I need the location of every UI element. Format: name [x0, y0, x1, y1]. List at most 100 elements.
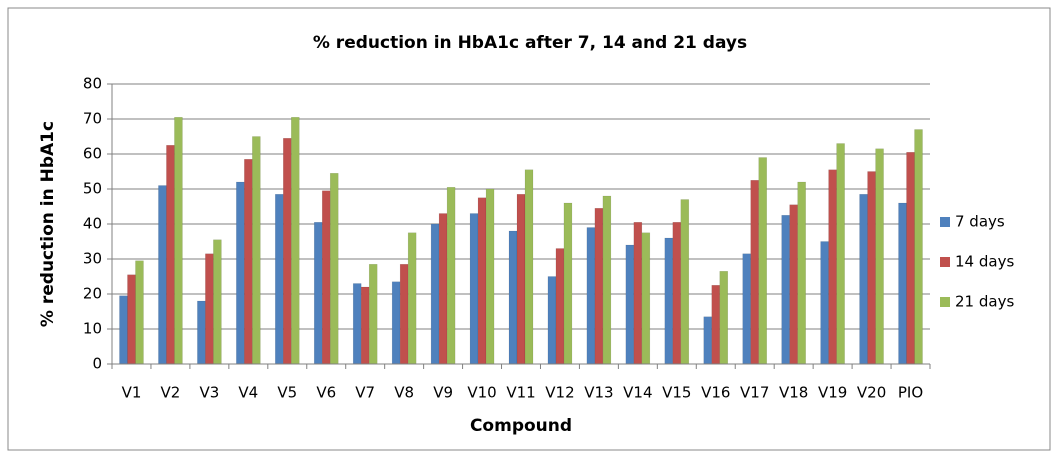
x-tick-label: V6	[316, 384, 336, 402]
x-tick-label: V11	[506, 384, 535, 402]
bar	[244, 159, 253, 365]
bar	[399, 264, 409, 365]
bar	[516, 194, 526, 365]
bar	[119, 295, 128, 365]
bar	[625, 244, 635, 365]
y-axis-title: % reduction in HbA1c	[38, 121, 58, 327]
bar	[352, 283, 362, 365]
bar	[750, 180, 759, 365]
x-tick-label: V5	[277, 384, 297, 402]
legend-swatch	[940, 297, 950, 307]
bar	[174, 117, 183, 365]
bar	[602, 195, 612, 365]
bar	[672, 222, 682, 365]
y-tick-label: 10	[83, 320, 102, 338]
bar	[875, 148, 884, 365]
bar	[446, 187, 456, 365]
bar	[906, 152, 915, 365]
bar	[711, 285, 721, 365]
bar	[236, 181, 245, 365]
bar	[127, 274, 136, 365]
bar	[313, 222, 323, 365]
bar	[524, 169, 534, 365]
bar	[291, 117, 300, 365]
bar	[633, 222, 643, 365]
bar	[166, 145, 175, 365]
y-tick-label: 70	[83, 110, 102, 128]
x-tick-label: V7	[355, 384, 375, 402]
x-tick-label: V9	[433, 384, 453, 402]
bar	[252, 136, 261, 365]
x-tick-label: V8	[394, 384, 414, 402]
bar	[859, 194, 868, 365]
x-tick-label: V10	[467, 384, 496, 402]
x-axis-title: Compound	[470, 416, 572, 436]
x-tick-label: V17	[740, 384, 769, 402]
x-tick-label: V2	[161, 384, 181, 402]
x-tick-label: V16	[701, 384, 730, 402]
bar	[205, 253, 214, 365]
bar	[789, 204, 798, 365]
bar	[898, 202, 907, 365]
bar	[836, 143, 845, 365]
bar	[703, 316, 713, 365]
bar	[430, 223, 440, 365]
y-tick-label: 30	[83, 250, 102, 268]
bar	[555, 248, 565, 365]
x-tick-label: V19	[818, 384, 847, 402]
y-tick-label: 20	[83, 285, 102, 303]
bar	[742, 253, 751, 365]
bar	[641, 232, 651, 365]
bar	[477, 197, 487, 365]
bar	[758, 157, 767, 365]
bar	[391, 281, 401, 365]
y-tick-label: 60	[83, 145, 102, 163]
bar	[563, 202, 573, 365]
bar	[867, 171, 876, 365]
bar	[828, 169, 837, 365]
legend-swatch	[940, 257, 950, 267]
bar	[914, 129, 923, 365]
bar	[664, 237, 674, 365]
bar	[197, 300, 206, 365]
legend-swatch	[940, 217, 950, 227]
legend-label: 14 days	[955, 253, 1014, 271]
bar	[158, 185, 167, 365]
chart-title: % reduction in HbA1c after 7, 14 and 21 …	[313, 33, 747, 53]
x-tick-label: V1	[122, 384, 142, 402]
bar	[283, 138, 292, 365]
bar	[820, 241, 829, 365]
bar	[586, 227, 596, 365]
x-tick-label: V12	[545, 384, 574, 402]
bar	[329, 173, 339, 365]
x-tick-label: V14	[623, 384, 652, 402]
bar	[360, 286, 370, 365]
x-tick-label: PIO	[898, 384, 923, 402]
bar	[135, 260, 144, 365]
x-tick-label: V13	[584, 384, 613, 402]
bar	[469, 213, 479, 365]
x-tick-label: V3	[199, 384, 219, 402]
bar	[485, 188, 495, 365]
bar	[438, 213, 448, 365]
bar	[547, 276, 557, 365]
legend-label: 21 days	[955, 293, 1014, 311]
x-tick-label: V15	[662, 384, 691, 402]
bar	[368, 264, 378, 365]
bar	[321, 190, 331, 365]
x-tick-label: V20	[857, 384, 886, 402]
bar	[407, 232, 417, 365]
legend-label: 7 days	[955, 213, 1005, 231]
bar	[508, 230, 518, 365]
bar	[719, 271, 729, 365]
y-tick-label: 0	[92, 355, 102, 373]
bar	[797, 181, 806, 365]
y-tick-label: 50	[83, 180, 102, 198]
y-tick-label: 80	[83, 75, 102, 93]
bar	[213, 239, 222, 365]
bar	[275, 194, 284, 365]
x-tick-label: V4	[238, 384, 258, 402]
bar	[781, 215, 790, 365]
x-tick-label: V18	[779, 384, 808, 402]
